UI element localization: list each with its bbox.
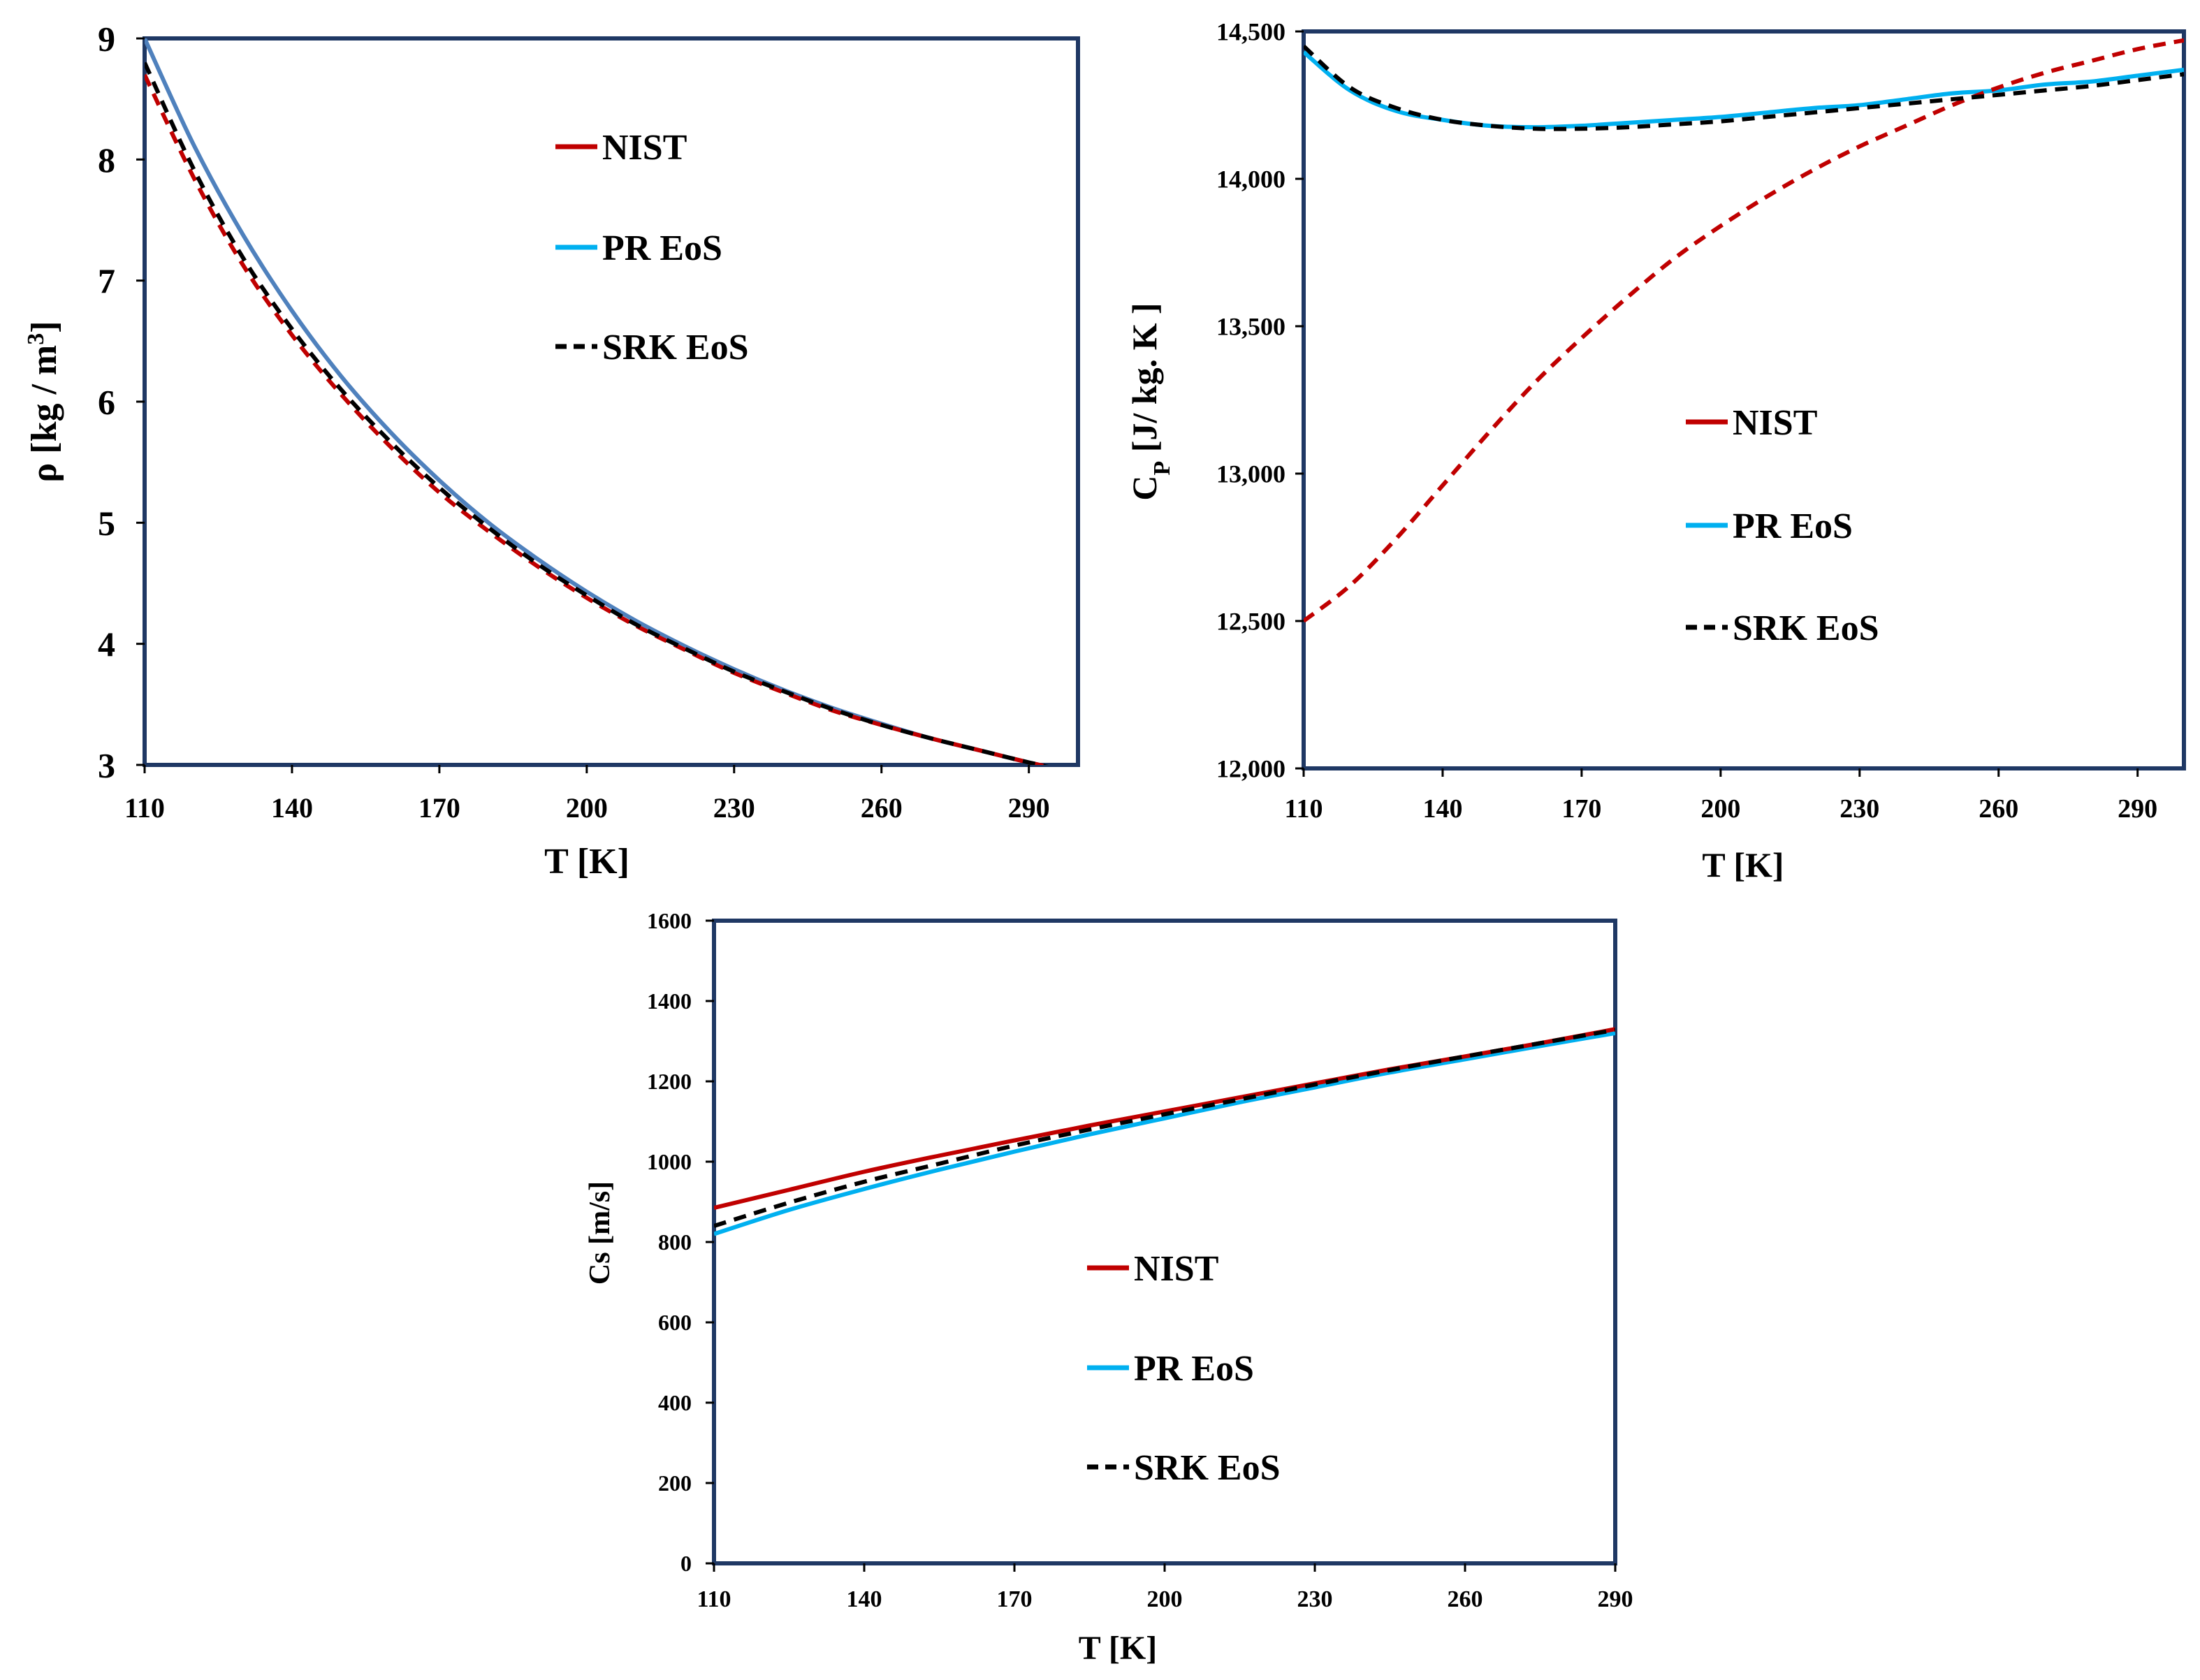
x-tick-label: 170 <box>418 792 460 824</box>
density-legend-pr-label: PR EoS <box>602 228 722 268</box>
cp-series <box>1304 38 2184 623</box>
x-tick-label: 230 <box>1297 1586 1333 1612</box>
x-tick-label: 110 <box>124 792 165 824</box>
cs-legend-srk-label: SRK EoS <box>1134 1448 1281 1488</box>
density-y-axis-label: ρ [kg / m3] <box>23 321 65 482</box>
y-tick-label: 12,000 <box>1216 755 1285 783</box>
x-tick-label: 260 <box>1979 794 2018 824</box>
cs-legend-nist-label: NIST <box>1134 1249 1218 1289</box>
density-legend: NIST PR EoS SRK EoS <box>555 128 749 367</box>
sound_speed-series-nist <box>714 1027 1615 1211</box>
cs-x-axis-label: T [K] <box>1079 1630 1157 1667</box>
cs-legend: NIST PR EoS SRK EoS <box>1087 1249 1281 1488</box>
y-tick-label: 800 <box>658 1229 692 1255</box>
sound_speed-series-pr-eos <box>714 1031 1615 1236</box>
x-tick-label: 170 <box>997 1586 1033 1612</box>
density-y-axis-label-main: ρ [kg / m <box>24 345 64 483</box>
y-tick-label: 14,000 <box>1216 166 1285 193</box>
cp-legend: NIST PR EoS SRK EoS <box>1686 403 1879 648</box>
density-legend-nist-label: NIST <box>602 128 687 168</box>
y-tick-label: 400 <box>658 1390 692 1415</box>
x-tick-label: 140 <box>271 792 313 824</box>
cp-series-pr-eos <box>1304 50 2184 130</box>
x-tick-label: 110 <box>697 1586 731 1612</box>
y-tick-label: 0 <box>680 1551 692 1576</box>
x-tick-label: 230 <box>1840 794 1879 824</box>
x-tick-label: 200 <box>1147 1586 1183 1612</box>
x-tick-label: 290 <box>1008 792 1050 824</box>
y-tick-label: 13,500 <box>1216 313 1285 341</box>
cs-legend-pr-label: PR EoS <box>1134 1349 1254 1389</box>
x-tick-label: 110 <box>1285 794 1323 824</box>
cp-x-ticks: 110 140 170 200 230 260 290 <box>1285 768 2157 824</box>
density-series <box>145 38 1049 765</box>
x-tick-label: 290 <box>2118 794 2157 824</box>
cs-x-ticks: 110 140 170 200 230 260 290 <box>697 1563 1633 1612</box>
x-tick-label: 140 <box>1422 794 1462 824</box>
y-tick-label: 14,500 <box>1216 18 1285 46</box>
density-legend-srk-label: SRK EoS <box>602 328 749 367</box>
y-tick-label: 200 <box>658 1470 692 1496</box>
y-tick-label: 12,500 <box>1216 608 1285 636</box>
sound-speed-chart: 110 140 170 200 230 260 290 0 200 400 600 800 1000 1… <box>584 908 1633 1667</box>
cp-legend-srk-label: SRK EoS <box>1733 608 1879 648</box>
y-tick-label: 1600 <box>647 908 692 933</box>
y-tick-label: 1200 <box>647 1069 692 1094</box>
cp-y-axis-label-end: [J/ kg. K ] <box>1125 302 1164 460</box>
density-y-axis-label-end: ] <box>24 321 64 333</box>
x-tick-label: 260 <box>861 792 903 824</box>
cp-y-axis-label: CP [J/ kg. K ] <box>1125 302 1175 500</box>
y-tick-label: 3 <box>98 746 115 785</box>
cs-plot-frame <box>712 919 1617 1565</box>
x-tick-label: 290 <box>1598 1586 1633 1612</box>
density-y-axis-label-sup: 3 <box>23 333 49 345</box>
y-tick-label: 7 <box>98 261 115 300</box>
cp-plot-frame <box>1302 29 2186 770</box>
x-tick-label: 230 <box>713 792 755 824</box>
y-tick-label: 9 <box>98 20 115 59</box>
density-y-ticks: 3 4 5 6 7 8 9 <box>98 20 145 785</box>
cs-y-axis-label: Cs [m/s] <box>584 1181 616 1285</box>
cp-series-srk-eos <box>1304 44 2184 131</box>
y-tick-label: 13,000 <box>1216 460 1285 488</box>
y-tick-label: 1000 <box>647 1149 692 1174</box>
y-tick-label: 5 <box>98 504 115 543</box>
sound_speed-series-srk-eos <box>714 1028 1615 1228</box>
density-x-axis-label: T [K] <box>544 842 629 882</box>
y-tick-label: 600 <box>658 1310 692 1335</box>
cp-y-axis-label-sub: P <box>1149 461 1175 476</box>
cp-x-axis-label: T [K] <box>1702 845 1784 884</box>
x-tick-label: 260 <box>1448 1586 1483 1612</box>
density-series-srk-eos <box>145 61 1049 765</box>
cp-legend-pr-label: PR EoS <box>1733 506 1853 546</box>
density-chart: 110 140 170 200 230 260 290 3 4 5 6 7 8 9 T [K] ρ [k… <box>23 20 1080 882</box>
cp-y-axis-label-main: C <box>1125 476 1164 501</box>
x-tick-label: 200 <box>566 792 608 824</box>
y-tick-label: 8 <box>98 140 115 180</box>
y-tick-label: 1400 <box>647 988 692 1014</box>
cp-series-nist <box>1304 38 2184 623</box>
cp-chart: 110 140 170 200 230 260 290 12,000 12,500 13,000… <box>1125 18 2186 884</box>
density-x-ticks: 110 140 170 200 230 260 290 <box>124 765 1050 824</box>
cs-series <box>714 1027 1615 1236</box>
cp-legend-nist-label: NIST <box>1733 403 1817 443</box>
density-plot-frame <box>143 36 1080 767</box>
x-tick-label: 200 <box>1700 794 1740 824</box>
x-tick-label: 140 <box>847 1586 882 1612</box>
cp-y-ticks: 12,000 12,500 13,000 13,500 14,000 14,500 <box>1216 18 1304 783</box>
y-tick-label: 6 <box>98 383 115 422</box>
cs-y-ticks: 0 200 400 600 800 1000 1200 1400 1600 <box>647 908 714 1576</box>
y-tick-label: 4 <box>98 624 115 664</box>
x-tick-label: 170 <box>1561 794 1601 824</box>
